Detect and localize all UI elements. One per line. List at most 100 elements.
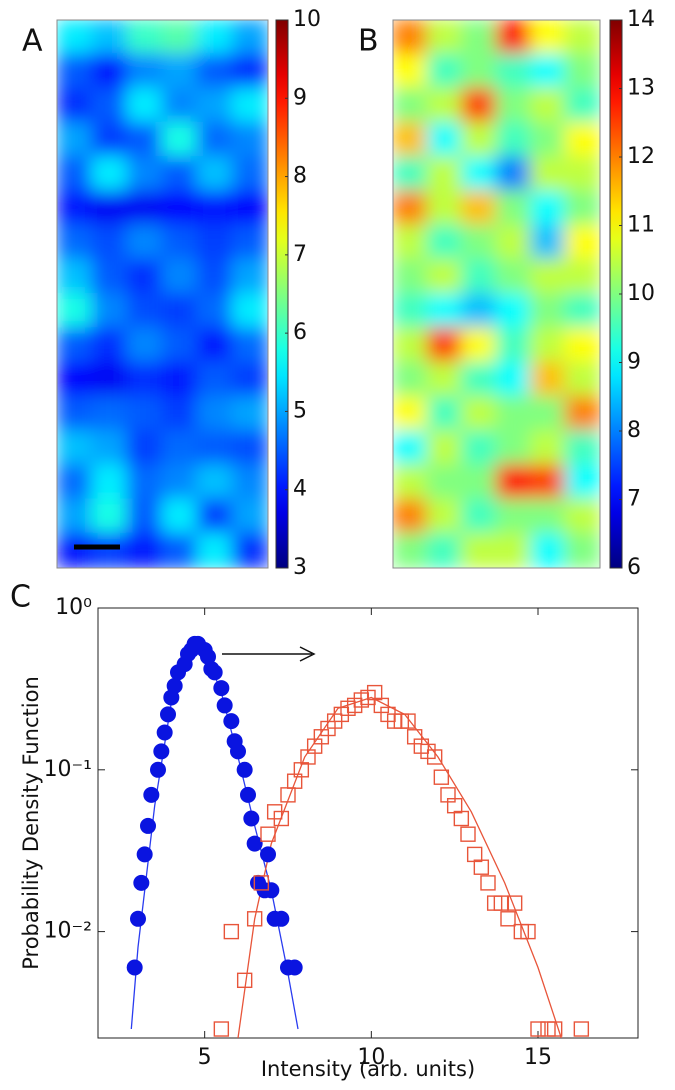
heat-cell — [426, 121, 463, 158]
heat-cell — [91, 464, 129, 501]
heat-cell — [564, 498, 600, 535]
heat-cell — [91, 53, 129, 90]
heat-cell — [231, 395, 268, 432]
heat-cell — [91, 532, 129, 568]
heat-cell — [126, 464, 164, 501]
heat-cell — [530, 121, 567, 158]
heat-cell — [530, 430, 567, 467]
colorbar-tick-label: 7 — [627, 487, 641, 512]
heat-cell — [530, 361, 567, 398]
heat-cell — [530, 532, 567, 568]
x-tick-label: 10 — [357, 1045, 385, 1070]
heat-cell — [530, 156, 567, 193]
colorbar-tick-label: 9 — [293, 85, 307, 110]
heat-cell — [426, 430, 463, 467]
heat-cell — [231, 156, 268, 193]
heat-cell — [495, 20, 532, 56]
heat-cell — [126, 361, 164, 398]
data-point — [400, 713, 416, 729]
heat-cell — [231, 53, 268, 90]
heat-cell — [495, 224, 532, 261]
heat-cell — [393, 361, 429, 398]
colorbar-tick-label: 10 — [293, 7, 321, 32]
data-point — [433, 769, 450, 785]
heat-cell — [530, 395, 567, 432]
heat-cell — [426, 361, 463, 398]
y-tick-label: 10⁻² — [44, 919, 92, 944]
heat-cell — [231, 293, 268, 330]
heat-cell — [461, 20, 498, 56]
colorbar-tick-label: 5 — [293, 398, 307, 423]
heat-cell — [231, 532, 268, 568]
heat-cell — [461, 293, 498, 330]
heat-cell — [564, 258, 600, 295]
data-point — [133, 874, 150, 891]
heat-cell — [461, 395, 498, 432]
data-point — [150, 761, 166, 778]
heat-cell — [161, 532, 199, 568]
heat-cell — [564, 20, 600, 56]
data-point — [480, 875, 496, 891]
data-point — [153, 743, 170, 760]
heat-cell — [91, 190, 129, 227]
heat-cell — [461, 532, 498, 568]
heat-cell — [161, 361, 199, 398]
heat-cell — [161, 156, 199, 193]
heat-cell — [564, 327, 600, 364]
heat-cell — [91, 430, 129, 467]
heat-cell — [161, 464, 199, 501]
heat-cell — [461, 258, 498, 295]
heat-cell — [461, 156, 498, 193]
heat-cell — [57, 156, 94, 193]
heat-cell — [495, 498, 532, 535]
heat-cell — [196, 224, 234, 261]
heat-cell — [495, 156, 532, 193]
heat-cell — [57, 20, 94, 56]
heat-cell — [393, 190, 429, 227]
heat-cell — [393, 327, 429, 364]
colorbar-tick-label: 9 — [627, 350, 641, 375]
data-point — [426, 749, 443, 765]
heat-cell — [196, 327, 234, 364]
heat-cell — [161, 293, 199, 330]
heat-cell — [91, 327, 129, 364]
heat-cell — [530, 190, 567, 227]
heat-cell — [57, 87, 94, 124]
heat-cell — [126, 53, 164, 90]
heat-cell — [196, 361, 234, 398]
heat-cell — [461, 190, 498, 227]
heat-cell — [530, 293, 567, 330]
data-point — [156, 724, 173, 741]
heat-cell — [126, 121, 164, 158]
data-point — [200, 648, 216, 665]
heat-cell — [161, 327, 199, 364]
heat-cell — [564, 87, 600, 124]
heat-cell — [495, 258, 532, 295]
heat-cell — [426, 395, 463, 432]
heat-cell — [196, 430, 234, 467]
data-point — [143, 786, 160, 803]
data-point — [246, 911, 263, 927]
heat-cell — [461, 53, 498, 90]
heat-cell — [91, 121, 129, 158]
heat-cell — [426, 327, 463, 364]
colorbar-tick-label: 14 — [627, 7, 655, 32]
plot-frame — [97, 607, 639, 1039]
heat-cell — [426, 20, 463, 56]
heat-cell — [196, 87, 234, 124]
heat-cell — [564, 121, 600, 158]
heat-cell — [196, 532, 234, 568]
data-point — [546, 1021, 563, 1037]
data-point — [140, 817, 156, 834]
heat-cell — [57, 361, 94, 398]
heat-cell — [196, 395, 234, 432]
heat-cell — [57, 395, 94, 432]
panel-label: B — [358, 24, 379, 59]
heat-cell — [495, 53, 532, 90]
x-tick-label: 15 — [524, 1045, 552, 1070]
panel-label: A — [22, 24, 43, 59]
heat-cell — [426, 224, 463, 261]
data-point — [460, 826, 476, 842]
heat-cell — [495, 293, 532, 330]
heat-cell — [57, 258, 94, 295]
